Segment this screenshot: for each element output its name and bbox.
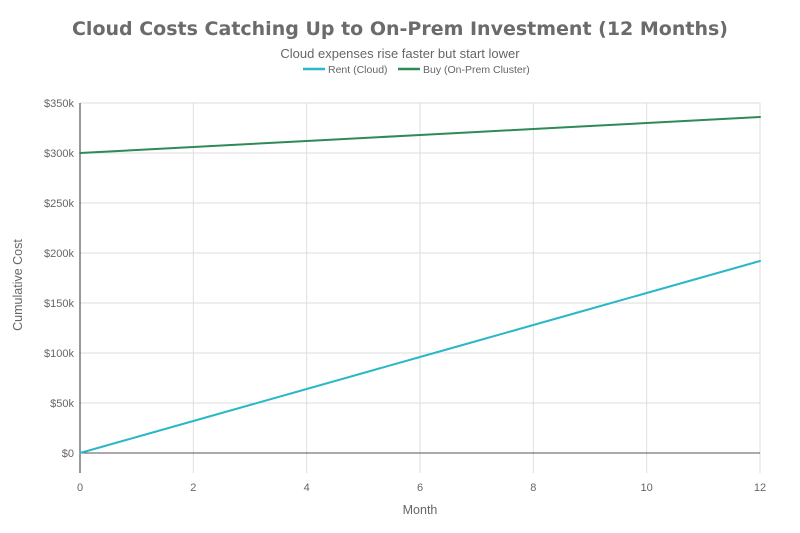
x-tick-label: 0: [77, 482, 83, 494]
series-line-rent-cloud: [79, 260, 761, 454]
x-tick-label: 10: [641, 482, 653, 494]
y-tick-label: $200k: [44, 248, 74, 260]
y-tick-label: $0: [62, 448, 74, 460]
legend-label-rent: Rent (Cloud): [328, 64, 388, 76]
tick-labels: 0 2 4 6 8 10 12 $0 $50k $100k $150k $200k $250k $300k…: [44, 98, 766, 494]
y-tick-label: $300k: [44, 148, 74, 160]
legend: Rent (Cloud) Buy (On-Prem Cluster): [303, 64, 530, 76]
x-tick-label: 2: [190, 482, 196, 494]
y-tick-label: $50k: [50, 398, 74, 410]
x-tick-label: 12: [754, 482, 766, 494]
x-tick-label: 6: [417, 482, 423, 494]
chart-subtitle: Cloud expenses rise faster but start low…: [280, 46, 520, 61]
y-axis-label: Cumulative Cost: [11, 239, 25, 331]
grid: [80, 102, 761, 473]
y-tick-label: $350k: [44, 98, 74, 110]
legend-label-buy: Buy (On-Prem Cluster): [423, 64, 530, 76]
x-tick-label: 4: [304, 482, 310, 494]
y-tick-label: $100k: [44, 348, 74, 360]
series-line-buy-on-prem: [79, 116, 761, 154]
chart-title: Cloud Costs Catching Up to On-Prem Inves…: [72, 18, 728, 40]
y-tick-label: $150k: [44, 298, 74, 310]
x-axis-label: Month: [403, 503, 438, 517]
series-layer: [79, 116, 761, 454]
x-tick-label: 8: [530, 482, 536, 494]
y-tick-label: $250k: [44, 198, 74, 210]
